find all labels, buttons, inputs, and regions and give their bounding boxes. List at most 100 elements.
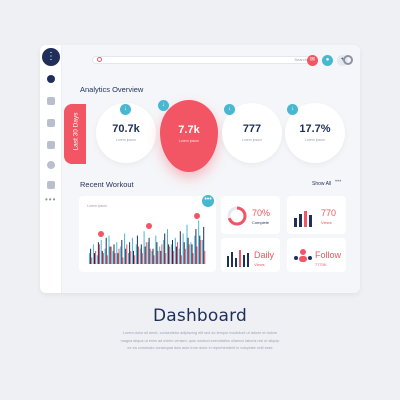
chart-bar: [180, 255, 182, 264]
stat-label: Lorem ipsum: [178, 139, 200, 143]
chart-bar: [124, 233, 126, 264]
topbar: Search ✉ ● +: [62, 45, 360, 73]
progress-ring: [227, 206, 247, 226]
complete-card[interactable]: 70% Complete: [221, 196, 280, 234]
analytics-title: Analytics Overview: [80, 85, 144, 94]
stat-label: Lorem ipsum: [241, 138, 263, 142]
chart-bar: [140, 244, 142, 264]
workout-title: Recent Workout: [80, 180, 134, 189]
period-tab[interactable]: Last 30 Days: [64, 104, 86, 164]
workout-chart-card: Lorem ipsum •••: [79, 195, 216, 272]
stat-card-4[interactable]: ↓ 17.7% Lorem ipsum: [285, 103, 345, 163]
chart-bar: [191, 244, 193, 264]
grid-icon[interactable]: [47, 97, 55, 105]
chart-bar: [188, 244, 190, 264]
chart-bar: [192, 253, 194, 264]
description-line: Lorem dolor sit amet, consectetur adipis…: [122, 331, 278, 335]
search-placeholder: Search: [294, 57, 307, 62]
download-icon: ↓: [158, 100, 169, 111]
chart-bar: [138, 246, 139, 264]
daily-label: Views: [254, 262, 265, 267]
page-description: Lorem dolor sit amet, consectetur adipis…: [100, 330, 300, 353]
description-line: ex ea commodo consequat duis aute irure …: [127, 346, 273, 350]
daily-value: Daily: [254, 250, 275, 260]
chart-bar: [202, 240, 204, 264]
chart-bar: [89, 253, 90, 264]
chart-bar: [175, 246, 177, 264]
chart-bar: [131, 237, 133, 264]
stat-value: 70.7k: [112, 123, 140, 135]
chart-bar: [101, 250, 103, 264]
chart-bar: [187, 237, 189, 264]
chart-bar: [96, 255, 98, 264]
follow-card[interactable]: Follow 7770K: [287, 238, 346, 272]
chart-bar: [113, 244, 115, 264]
stat-card-1[interactable]: ↓ 70.7k Lorem ipsum: [96, 103, 156, 163]
chart-bar: [196, 246, 198, 264]
chart-bar: [200, 240, 202, 264]
stat-card-3[interactable]: ↓ 777 Lorem ipsum: [222, 103, 282, 163]
sidebar-more-icon[interactable]: •••: [45, 195, 57, 204]
chart-bar: [168, 244, 170, 264]
chart-bar: [147, 242, 149, 264]
chart-bar: [133, 250, 134, 264]
chart-bar: [105, 237, 107, 264]
chart-bar: [182, 233, 184, 264]
user-icon[interactable]: [47, 75, 55, 83]
views-card[interactable]: 770 Views: [287, 196, 346, 234]
chart-bar: [177, 242, 178, 264]
folder-icon[interactable]: [47, 141, 55, 149]
views-bar-icon: [294, 211, 312, 227]
download-icon: ↓: [224, 104, 235, 115]
chart-bar: [129, 242, 131, 264]
follow-value: Follow: [315, 250, 342, 260]
chart-bar: [122, 257, 124, 264]
menu-button[interactable]: ⋮: [42, 48, 60, 66]
follow-label: 7770K: [315, 262, 327, 267]
chart-bar: [114, 253, 116, 264]
chart-title: Lorem ipsum: [87, 204, 108, 208]
gear-icon[interactable]: [47, 181, 55, 189]
chart-bar: [178, 248, 180, 264]
chart-bar: [167, 229, 168, 264]
chart-marker: [194, 213, 200, 219]
search-input[interactable]: Search: [92, 56, 314, 64]
complete-label: Complete: [252, 220, 270, 225]
chart-bar: [134, 255, 136, 264]
show-all-link[interactable]: Show All: [312, 181, 332, 187]
chart-bar: [128, 253, 129, 264]
workout-more-icon[interactable]: •••: [335, 179, 342, 185]
chart-bar: [203, 226, 205, 264]
chart-bar: [100, 240, 102, 264]
add-button[interactable]: +: [337, 55, 348, 66]
views-label: Views: [321, 220, 332, 225]
document-icon[interactable]: [47, 119, 55, 127]
chart-bar: [155, 235, 157, 264]
stat-card-2[interactable]: ↓ 7.7k Lorem ipsum: [158, 100, 218, 172]
stat-value: 7.7k: [178, 124, 200, 136]
workout-bar-chart: [89, 213, 206, 264]
chart-more-button[interactable]: •••: [202, 195, 214, 207]
globe-icon[interactable]: [47, 161, 55, 169]
page-title: Dashboard: [152, 306, 248, 326]
chart-bar: [108, 235, 110, 264]
complete-value: 70%: [252, 208, 271, 218]
stat-value: 777: [242, 123, 262, 135]
profile-button[interactable]: ●: [322, 55, 333, 66]
chart-bar: [110, 246, 112, 264]
settings-icon[interactable]: [343, 55, 353, 65]
chart-bar: [118, 248, 120, 264]
chart-bar: [172, 240, 173, 264]
chart-bar: [152, 248, 154, 264]
sidebar: ⋮ •••: [40, 45, 62, 293]
chart-bar: [112, 250, 114, 264]
search-icon: [97, 57, 102, 62]
daily-card[interactable]: Daily Views: [221, 238, 280, 272]
chart-bar: [184, 248, 186, 264]
chart-bar: [141, 253, 143, 264]
chart-bar: [151, 250, 153, 264]
chart-bar: [164, 233, 166, 264]
chart-bar: [120, 246, 122, 264]
notification-button[interactable]: ✉: [307, 55, 318, 66]
chart-bar: [92, 244, 94, 264]
